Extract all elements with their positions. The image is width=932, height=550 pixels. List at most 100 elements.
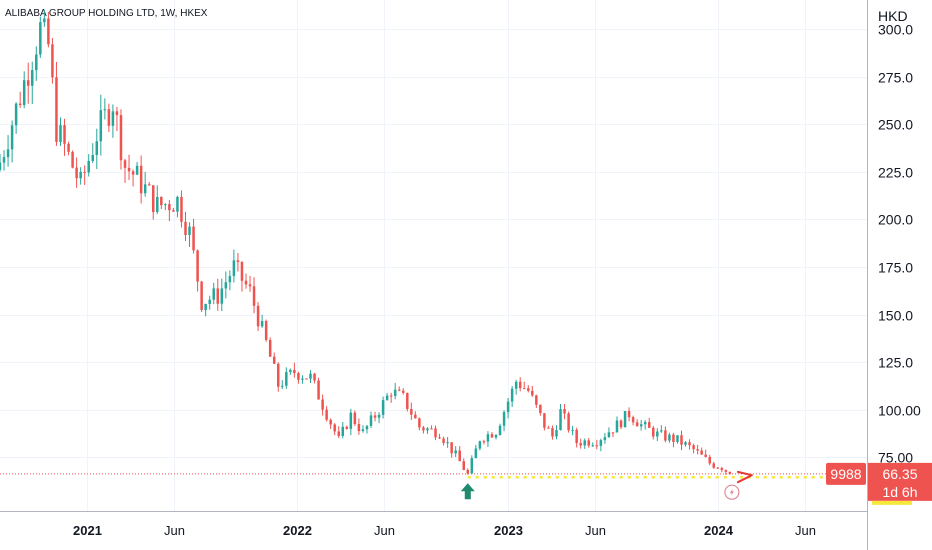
y-tick-label: 175.0 <box>878 260 913 276</box>
candle-body <box>716 467 720 469</box>
candle <box>6 135 10 167</box>
candle-body <box>458 450 461 462</box>
candle-body <box>260 321 264 327</box>
candle <box>498 423 502 436</box>
candle-body <box>587 440 591 446</box>
candle <box>119 109 123 170</box>
candle-body <box>583 440 586 446</box>
candle <box>603 433 607 444</box>
candle <box>631 415 635 426</box>
candle-body <box>22 80 26 106</box>
candle <box>147 181 151 186</box>
y-tick-label: 150.0 <box>878 308 913 324</box>
candle <box>220 278 224 312</box>
candle <box>297 371 300 384</box>
candle-body <box>664 430 667 441</box>
candle <box>502 410 506 432</box>
y-tick-label: 275.0 <box>878 70 913 86</box>
candle <box>470 455 474 475</box>
candle <box>79 167 82 185</box>
candle-body <box>317 380 320 400</box>
flash-icon[interactable] <box>724 484 740 500</box>
candle-body <box>176 196 179 212</box>
candle-body <box>55 77 58 142</box>
candle <box>430 425 433 430</box>
candle-body <box>349 412 353 429</box>
candle <box>143 171 147 197</box>
candle-body <box>595 445 599 447</box>
candle <box>305 378 308 380</box>
candle <box>660 425 663 433</box>
candle-body <box>67 143 70 152</box>
candle <box>256 302 260 331</box>
candle-body <box>414 414 417 419</box>
candle-body <box>599 440 603 446</box>
candle-body <box>688 442 691 446</box>
candle-body <box>502 412 506 426</box>
symbol-tag: 9988 <box>826 462 866 485</box>
candle-body <box>188 226 191 235</box>
candle <box>216 278 220 311</box>
candle <box>51 38 54 84</box>
candle-body <box>156 196 159 213</box>
candle-body <box>410 409 413 415</box>
candle-body <box>377 414 381 418</box>
candle <box>176 195 179 218</box>
candle <box>301 375 304 384</box>
candle-body <box>143 184 147 194</box>
candle <box>514 379 518 395</box>
candle-body <box>337 431 340 436</box>
candle-body <box>498 425 502 435</box>
candle <box>200 280 203 312</box>
candle-body <box>660 430 663 432</box>
candle-body <box>83 171 86 173</box>
candle <box>18 91 22 108</box>
candle <box>156 185 159 215</box>
flash-bolt <box>729 488 734 497</box>
candle-body <box>14 103 18 126</box>
candle-body <box>728 471 732 474</box>
candle-body <box>510 388 514 402</box>
candle <box>611 432 615 437</box>
candle <box>329 418 332 429</box>
candle <box>623 410 627 428</box>
candle-body <box>418 418 421 428</box>
candle-body <box>518 381 522 389</box>
x-tick-label: Jun <box>585 523 606 538</box>
candle <box>559 404 562 431</box>
x-tick-label: 2021 <box>73 523 102 538</box>
support-axis-marker <box>872 500 912 505</box>
candle-body <box>196 250 199 282</box>
candle-body <box>619 420 623 428</box>
candle <box>664 426 667 443</box>
candle-body <box>256 305 260 327</box>
candle-body <box>462 461 465 470</box>
candle <box>474 444 478 459</box>
candle <box>547 425 550 429</box>
candle-body <box>450 442 453 454</box>
candle-body <box>276 363 280 387</box>
candle <box>599 438 603 452</box>
candle <box>127 154 131 181</box>
candle <box>313 372 316 384</box>
candle <box>652 425 655 440</box>
candle-body <box>466 469 470 474</box>
candle <box>575 427 578 448</box>
candle-body <box>531 390 534 396</box>
candle <box>2 150 6 171</box>
candle-body <box>381 400 385 415</box>
candle <box>458 446 461 462</box>
candle <box>595 439 599 450</box>
candle <box>325 406 328 422</box>
candle <box>63 118 66 156</box>
candle <box>450 442 453 458</box>
candles <box>0 9 732 475</box>
currency-label[interactable]: HKD <box>878 8 908 24</box>
candle-body <box>426 428 429 431</box>
price-tag-background <box>868 462 932 501</box>
candle-body <box>164 204 167 206</box>
candle <box>71 150 74 169</box>
candle-body <box>668 434 671 441</box>
candle-body <box>446 442 449 444</box>
